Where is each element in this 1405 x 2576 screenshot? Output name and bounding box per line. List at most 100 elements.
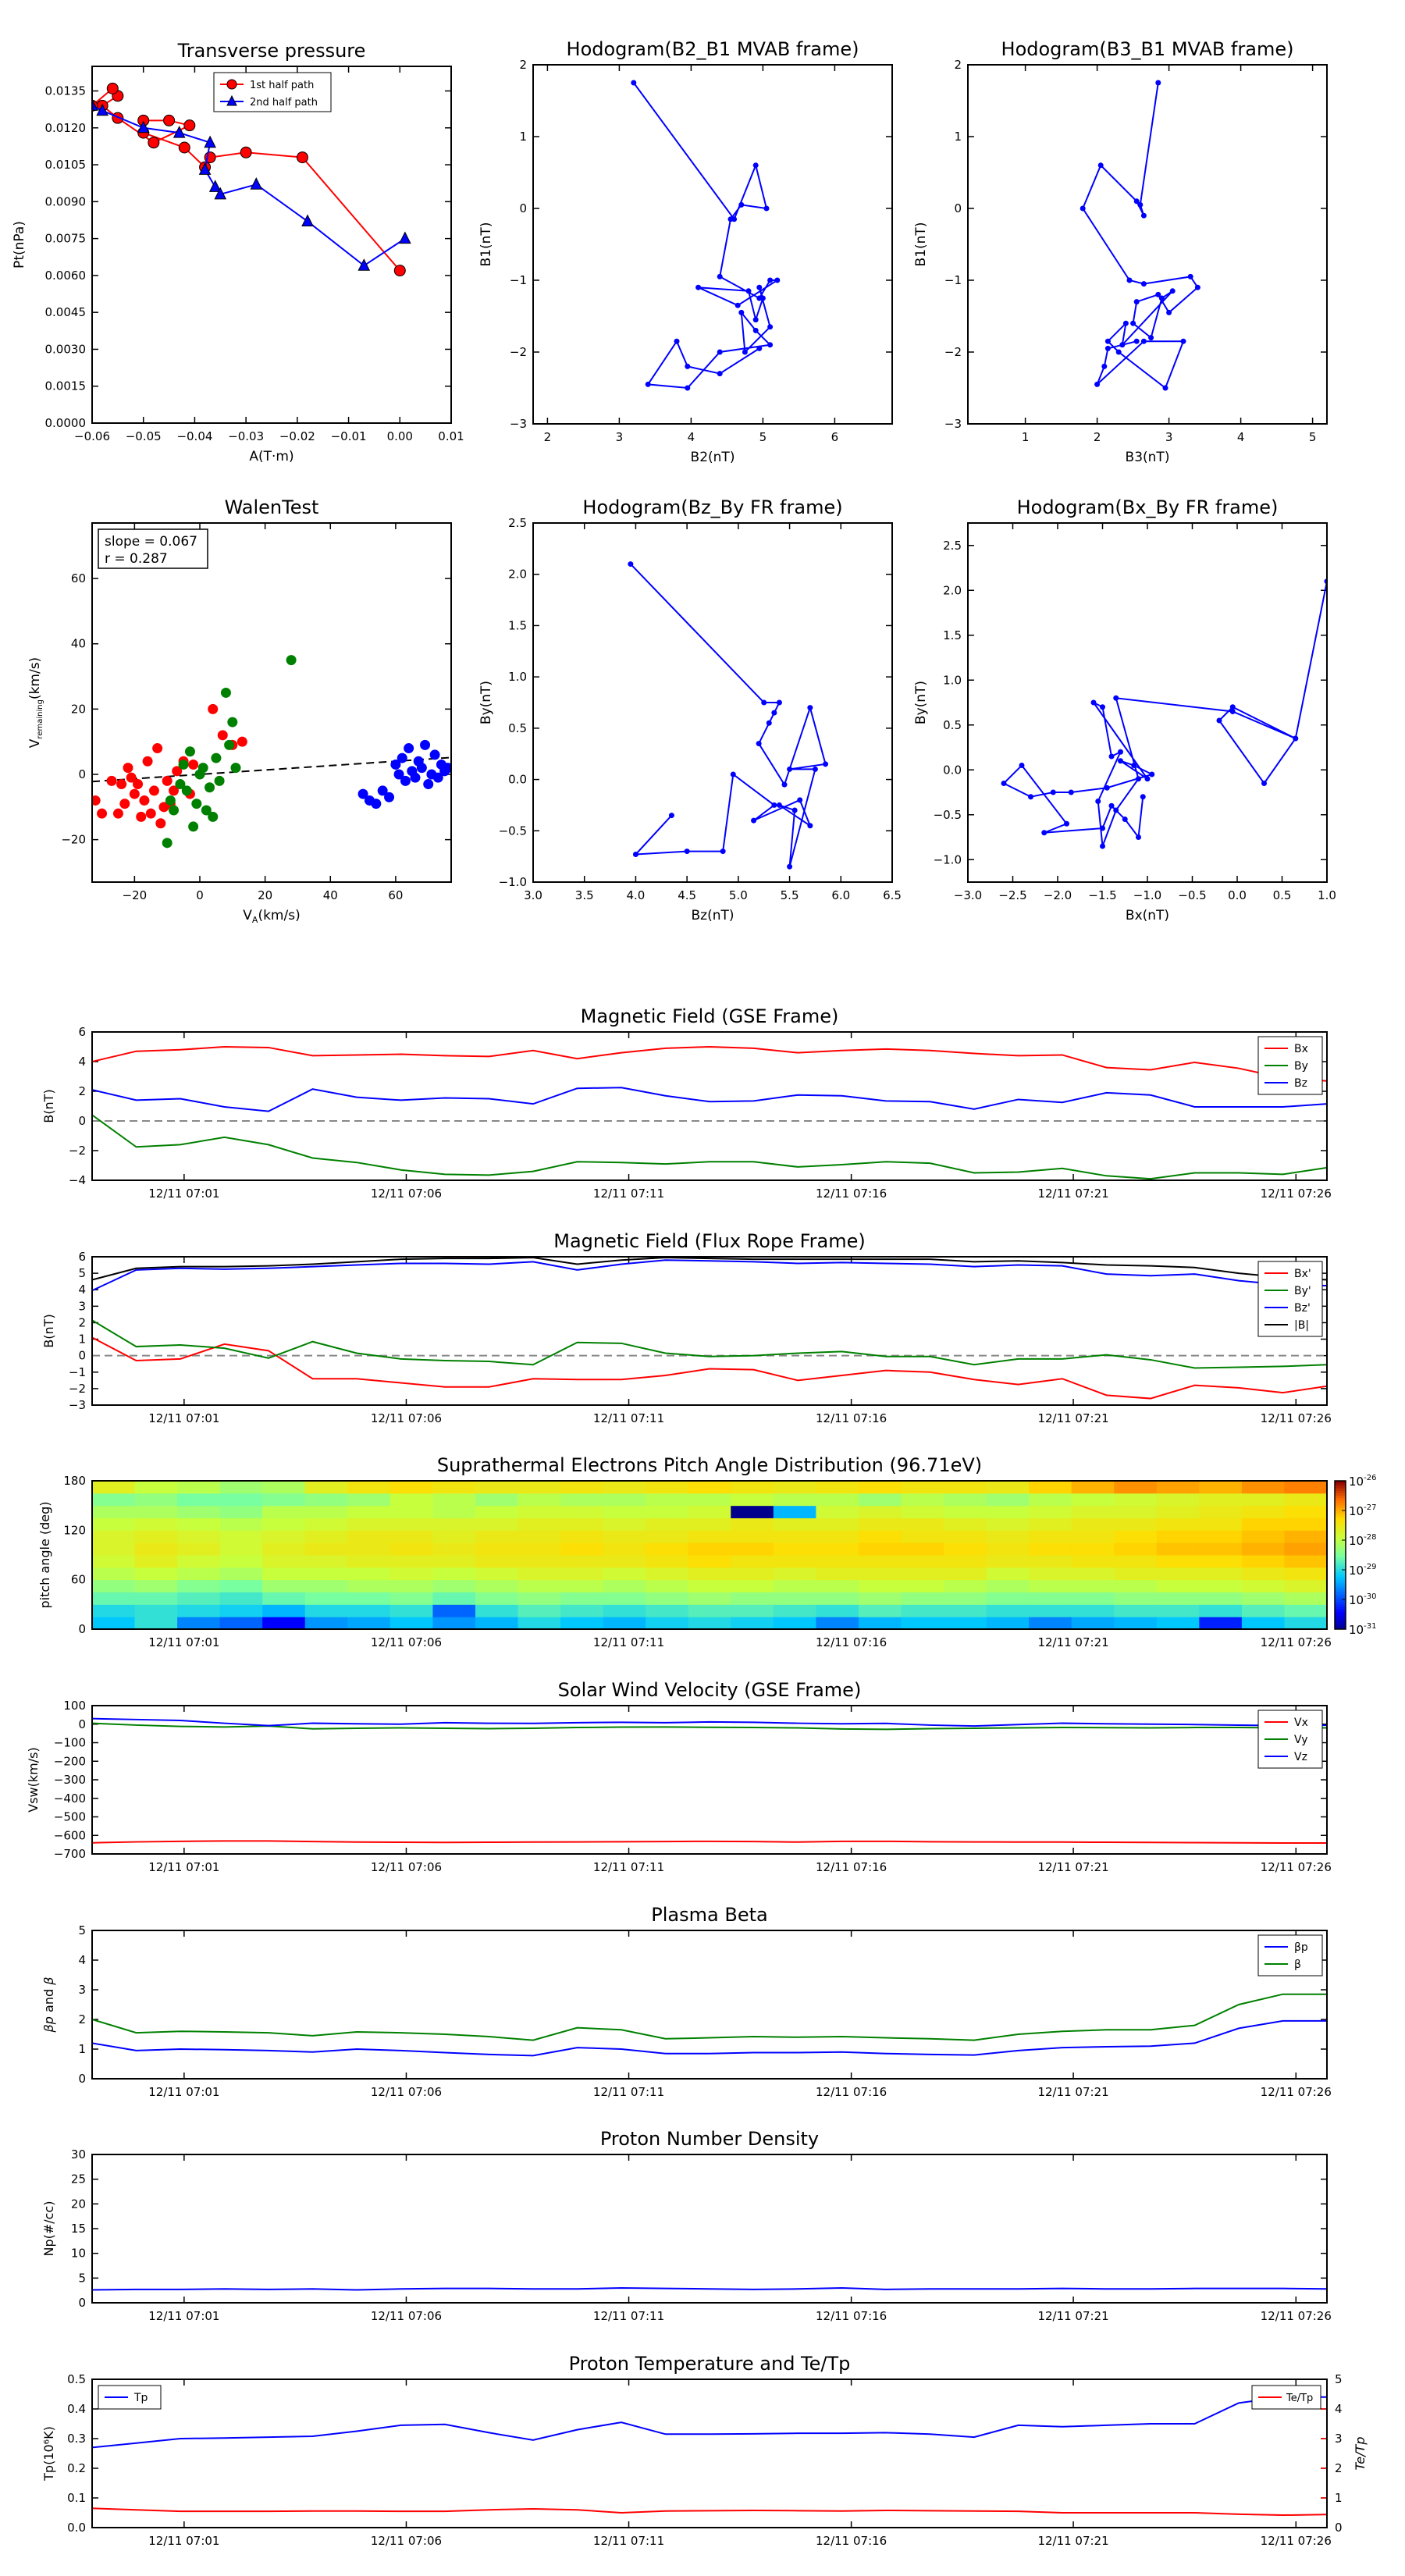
heatmap-cell	[262, 1493, 306, 1507]
colorbar-tick-label: 10-30	[1349, 1592, 1376, 1607]
heatmap-cell	[1156, 1617, 1200, 1630]
heatmap-cell	[518, 1530, 561, 1543]
x-tick-label: 3.0	[524, 888, 542, 902]
scatter-point	[230, 763, 241, 774]
heatmap-cell	[475, 1493, 519, 1507]
x-tick-label: 12/11 07:26	[1261, 1411, 1332, 1425]
data-point	[771, 710, 777, 716]
x-tick-label: 12/11 07:16	[816, 1635, 887, 1649]
data-point	[756, 345, 763, 351]
chart-title: Suprathermal Electrons Pitch Angle Distr…	[437, 1454, 982, 1476]
y-tick-label: 2	[519, 58, 527, 72]
y-tick-label: 100	[63, 1699, 86, 1713]
scatter-point	[429, 749, 440, 760]
heatmap-cell	[1284, 1542, 1328, 1556]
heatmap-cell	[177, 1555, 221, 1568]
heatmap-cell	[688, 1617, 731, 1630]
colorbar-segment	[1335, 1552, 1346, 1556]
scatter-point	[123, 763, 133, 774]
heatmap-cell	[603, 1555, 646, 1568]
heatmap-cell	[1114, 1493, 1158, 1507]
data-point	[163, 114, 176, 126]
heatmap-cell	[1071, 1542, 1115, 1556]
heatmap-cell	[646, 1505, 689, 1518]
y-tick-label: 1	[954, 130, 962, 144]
x-tick-label: −1.5	[1088, 888, 1116, 902]
heatmap-cell	[986, 1493, 1030, 1507]
data-point	[735, 302, 741, 308]
data-point	[685, 363, 691, 369]
heatmap-cell	[646, 1542, 689, 1556]
heatmap-cell	[432, 1555, 476, 1568]
y-tick-label: 25	[71, 2172, 86, 2186]
x-tick-label: 12/11 07:21	[1037, 1411, 1108, 1425]
heatmap-cell	[944, 1555, 987, 1568]
colorbar-segment	[1335, 1485, 1346, 1489]
data-point	[1162, 385, 1168, 391]
heatmap-cell	[219, 1505, 263, 1518]
heatmap-cell	[92, 1567, 136, 1581]
y-tick-label: 0	[78, 2072, 86, 2086]
heatmap-cell	[518, 1493, 561, 1507]
y-tick-label: −300	[54, 1773, 86, 1787]
y-tick-label: 0.5	[508, 721, 527, 735]
heatmap-cell	[731, 1567, 774, 1581]
y-tick-label: 0.0030	[45, 342, 87, 356]
chart-title: Hodogram(B3_B1 MVAB frame)	[1001, 38, 1294, 60]
data-point	[763, 205, 770, 212]
x-tick-label: 1.0	[1318, 888, 1336, 902]
scatter-point	[165, 795, 176, 806]
heatmap-cell	[134, 1481, 178, 1494]
y-tick-label: 4	[78, 1953, 86, 1967]
data-point	[761, 699, 767, 706]
heatmap-cell	[177, 1517, 221, 1531]
heatmap-cell	[944, 1579, 987, 1592]
y-axis-label: By(nT)	[913, 681, 929, 724]
colorbar-tick-base: 10	[1349, 1623, 1364, 1637]
y-tick-label: 0.5	[943, 718, 962, 732]
heatmap-cell	[1156, 1579, 1200, 1592]
y-axis-label: Pt(nPa)	[12, 221, 27, 269]
data-point	[787, 766, 793, 772]
x-tick-label: 12/11 07:26	[1261, 1187, 1332, 1201]
heatmap-cell	[432, 1567, 476, 1581]
data-point	[766, 720, 772, 726]
y-tick-label: 0.3	[67, 2432, 86, 2446]
y-tick-label: −1.0	[499, 875, 527, 889]
heatmap-cell	[986, 1592, 1030, 1605]
heatmap-cell	[816, 1493, 859, 1507]
x-tick-label: 3	[616, 430, 624, 444]
x-tick-label: 12/11 07:26	[1261, 2309, 1332, 2323]
scatter-point	[404, 743, 414, 754]
heatmap-cell	[773, 1567, 816, 1581]
x-tick-label: 12/11 07:21	[1037, 2085, 1108, 2099]
y-axis-label: B1(nT)	[913, 222, 929, 267]
data-point	[791, 807, 798, 813]
scatter-point	[119, 799, 130, 809]
heatmap-cell	[646, 1617, 689, 1630]
x-axis-label: VA(km/s)	[243, 908, 300, 925]
x-tick-label: 12/11 07:11	[593, 1860, 664, 1874]
heatmap-cell	[92, 1493, 136, 1507]
colorbar-segment	[1335, 1626, 1346, 1630]
scatter-point	[443, 763, 451, 774]
heatmap-cell	[134, 1592, 178, 1605]
legend-frame	[1257, 1934, 1323, 1976]
y-tick-label-right: 5	[1335, 2372, 1343, 2386]
heatmap-cell	[1156, 1493, 1200, 1507]
heatmap-cell	[1284, 1481, 1328, 1494]
heatmap-cell	[1114, 1592, 1158, 1605]
chart-title: Proton Temperature and Te/Tp	[569, 2353, 851, 2375]
scatter-point	[371, 799, 382, 809]
series-line	[632, 82, 781, 390]
colorbar-tick-label: 10-29	[1349, 1563, 1376, 1578]
colorbar-segment	[1335, 1540, 1346, 1543]
heatmap-cell	[92, 1530, 136, 1543]
x-tick-label: −1.0	[1133, 888, 1161, 902]
heatmap-cell	[432, 1592, 476, 1605]
colorbar-tick-exp: -29	[1364, 1563, 1376, 1571]
heatmap-cell	[560, 1579, 604, 1592]
x-tick-label: 0.00	[387, 429, 413, 443]
scatter-point	[211, 753, 222, 763]
